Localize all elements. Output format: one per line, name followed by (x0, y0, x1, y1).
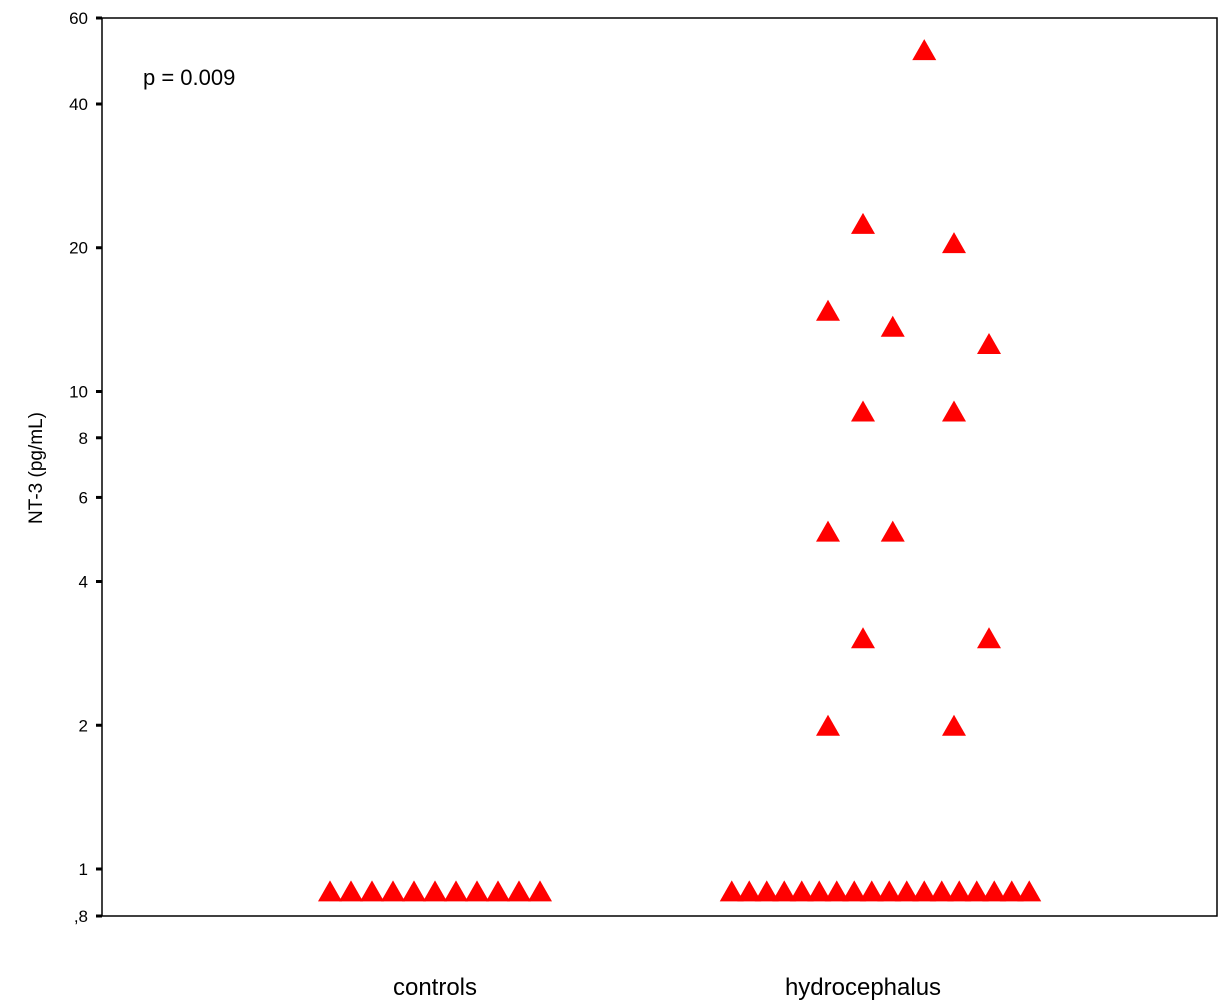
data-point-controls (444, 880, 468, 902)
data-point-controls (339, 880, 363, 902)
y-tick-label: 20 (69, 239, 88, 258)
data-point-hydrocephalus (912, 880, 937, 902)
data-point-hydrocephalus (807, 880, 832, 902)
data-points (318, 39, 1042, 902)
y-tick-label: 10 (69, 382, 88, 401)
data-point-hydrocephalus (842, 880, 867, 902)
data-point-controls (423, 880, 447, 902)
data-point-controls (402, 880, 426, 902)
plot-frame (101, 17, 1218, 917)
data-point-hydrocephalus (977, 627, 1001, 649)
data-point-controls (507, 880, 531, 902)
data-point-hydrocephalus (824, 880, 849, 902)
data-point-hydrocephalus (999, 880, 1024, 902)
data-point-hydrocephalus (977, 333, 1001, 355)
data-point-hydrocephalus (912, 39, 937, 61)
data-point-hydrocephalus (947, 880, 972, 902)
x-category-label: hydrocephalus (785, 974, 941, 1000)
y-tick-label: 60 (69, 9, 88, 28)
y-axis-ticks: 60 40 20 10 8 6 4 2 1 ,8 (69, 9, 102, 926)
data-point-hydrocephalus (737, 880, 762, 902)
y-tick-label: 1 (79, 860, 88, 879)
data-point-hydrocephalus (851, 627, 875, 649)
data-point-hydrocephalus (754, 880, 779, 902)
data-point-hydrocephalus (816, 299, 840, 321)
y-tick-label: ,8 (74, 907, 88, 926)
data-point-hydrocephalus (789, 880, 814, 902)
data-point-controls (465, 880, 489, 902)
p-value-annotation: p = 0.009 (143, 65, 235, 90)
x-category-label: controls (393, 974, 477, 1000)
data-point-controls (381, 880, 405, 902)
y-tick-label: 40 (69, 95, 88, 114)
data-point-hydrocephalus (942, 232, 966, 254)
data-point-hydrocephalus (859, 880, 884, 902)
data-point-hydrocephalus (772, 880, 797, 902)
data-point-hydrocephalus (1017, 880, 1042, 902)
data-point-hydrocephalus (880, 520, 905, 542)
data-point-hydrocephalus (964, 880, 989, 902)
data-point-controls (318, 880, 342, 902)
y-tick-label: 6 (79, 488, 88, 507)
data-point-hydrocephalus (851, 400, 875, 422)
data-point-hydrocephalus (942, 714, 966, 736)
data-point-hydrocephalus (719, 880, 744, 902)
y-axis-title: NT-3 (pg/mL) (26, 412, 47, 524)
data-point-controls (486, 880, 510, 902)
y-tick-label: 4 (79, 573, 88, 592)
data-point-hydrocephalus (877, 880, 902, 902)
data-point-hydrocephalus (982, 880, 1007, 902)
y-tick-label: 8 (79, 429, 88, 448)
data-point-controls (528, 880, 552, 902)
data-point-hydrocephalus (942, 400, 966, 422)
data-point-hydrocephalus (929, 880, 954, 902)
x-category-labels: controls hydrocephalus (393, 974, 941, 1000)
data-point-hydrocephalus (894, 880, 919, 902)
data-point-hydrocephalus (816, 714, 840, 736)
data-point-hydrocephalus (816, 520, 840, 542)
data-point-hydrocephalus (851, 212, 875, 234)
y-tick-label: 2 (79, 716, 88, 735)
data-point-hydrocephalus (880, 315, 905, 337)
data-point-controls (360, 880, 384, 902)
